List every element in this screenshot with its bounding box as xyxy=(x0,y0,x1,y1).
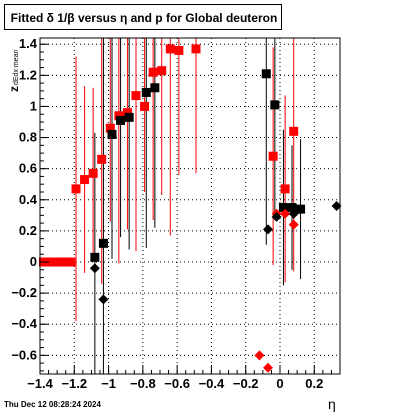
square-marker xyxy=(150,83,160,93)
square-marker xyxy=(131,91,141,101)
diamond-marker xyxy=(288,208,299,219)
x-tick-label: 0 xyxy=(276,376,283,391)
square-marker xyxy=(107,129,117,139)
square-marker xyxy=(287,203,297,213)
diamond-marker xyxy=(331,201,342,211)
square-marker xyxy=(268,151,278,161)
y-tick-label: −0.4 xyxy=(11,316,37,331)
square-marker xyxy=(105,123,115,133)
diamond-marker xyxy=(288,219,299,230)
diamond-marker xyxy=(98,294,109,305)
diamond-marker xyxy=(254,350,265,361)
square-marker xyxy=(296,204,306,214)
y-tick-label: 0 xyxy=(30,254,37,269)
square-marker xyxy=(261,69,271,79)
square-marker xyxy=(157,66,167,76)
square-marker xyxy=(280,184,290,194)
chart-title: Fitted δ 1/β versus η and p for Global d… xyxy=(10,11,278,25)
y-tick-label: 0.8 xyxy=(19,130,37,145)
square-marker xyxy=(289,126,299,136)
square-marker xyxy=(98,238,108,248)
plot-frame xyxy=(39,37,341,375)
y-tick-label: 0.2 xyxy=(19,223,37,238)
square-marker xyxy=(140,101,150,111)
title-box: Fitted δ 1/β versus η and p for Global d… xyxy=(4,4,282,30)
x-tick-label: −0.4 xyxy=(199,376,225,391)
square-marker xyxy=(191,44,201,54)
y-tick-label: 0.6 xyxy=(19,161,37,176)
y-tick-label: 1.4 xyxy=(19,36,38,51)
square-marker xyxy=(122,108,132,118)
square-marker xyxy=(80,175,90,185)
square-marker xyxy=(270,100,280,110)
y-axis-label-subscript: dEdx mean xyxy=(13,49,20,85)
y-axis-ticks: −0.6 −0.4 −0.2 0 0.2 0.4 0.6 0.8 1 1.2 1.4 xyxy=(11,36,49,372)
x-tick-label: −0.6 xyxy=(164,376,190,391)
diamond-marker xyxy=(271,211,282,222)
square-marker xyxy=(165,44,175,54)
diamond-marker xyxy=(89,263,100,274)
x-tick-label: 0.2 xyxy=(305,376,323,391)
x-tick-label: −0.2 xyxy=(233,376,259,391)
square-marker xyxy=(116,115,126,125)
square-marker xyxy=(124,112,134,122)
x-axis-label: η xyxy=(328,396,336,412)
y-axis-label: zdEdx mean xyxy=(7,40,47,100)
x-tick-label: −1.2 xyxy=(61,376,87,391)
y-tick-label: 1 xyxy=(30,98,37,113)
square-marker xyxy=(97,154,107,164)
square-marker xyxy=(278,203,288,213)
y-tick-label: 1.2 xyxy=(19,67,37,82)
error-bars xyxy=(75,38,302,374)
square-marker xyxy=(148,67,158,77)
diamond-marker xyxy=(263,362,273,373)
square-marker xyxy=(66,257,76,267)
x-tick-label: −0.8 xyxy=(130,376,156,391)
square-marker xyxy=(141,87,151,97)
y-tick-label: 0.4 xyxy=(19,192,38,207)
square-marker xyxy=(88,168,98,178)
y-tick-label: −0.6 xyxy=(11,347,37,362)
diamond-marker xyxy=(280,208,291,219)
y-tick-label: −0.2 xyxy=(11,285,37,300)
square-marker xyxy=(114,111,124,121)
square-marker xyxy=(174,45,184,55)
diamond-marker xyxy=(263,224,273,235)
y-axis-label-text: zdEdx mean xyxy=(7,49,21,92)
square-marker xyxy=(71,184,81,194)
timestamp-footer: Thu Dec 12 08:28:24 2024 xyxy=(4,400,101,409)
x-axis-ticks: −1.4 −1.2 −1 −0.8 −0.6 −0.4 −0.2 0 0.2 xyxy=(27,365,341,391)
x-tick-label: −1 xyxy=(101,376,116,391)
x-tick-label: −1.4 xyxy=(27,376,53,391)
data-markers xyxy=(38,44,342,373)
square-marker xyxy=(90,252,100,262)
